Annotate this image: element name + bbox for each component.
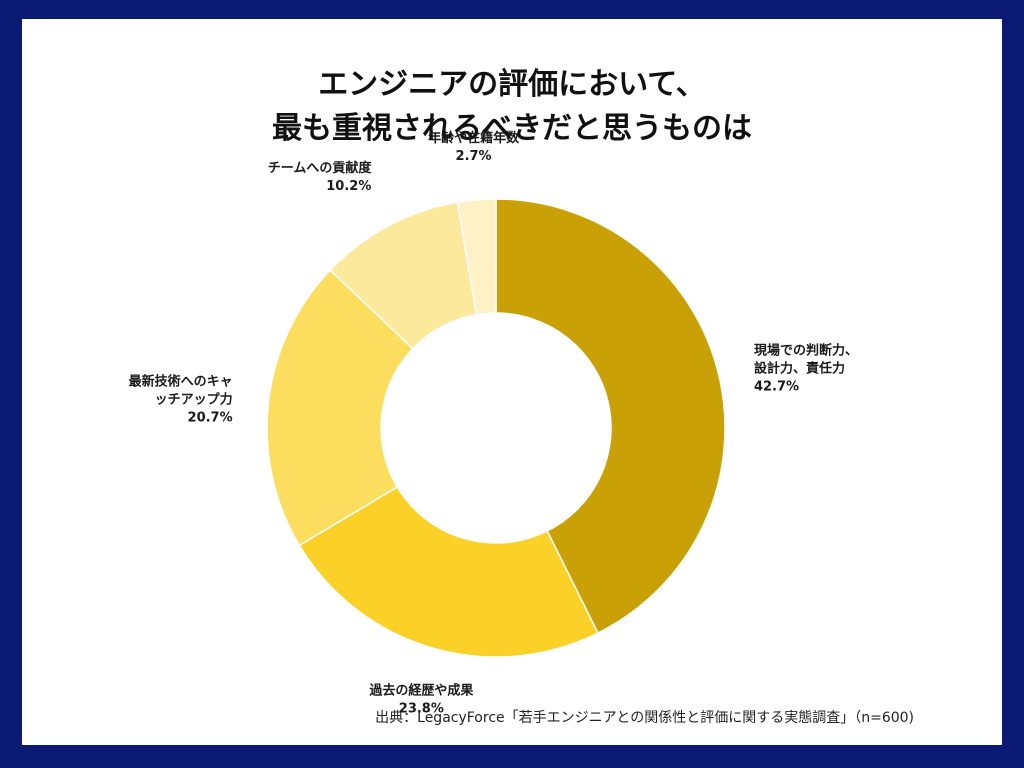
chart-title: エンジニアの評価において、 最も重視されるべきだと思うものは	[22, 63, 1002, 151]
slice-label-3: チームへの貢献度 10.2%	[268, 160, 373, 194]
slice-label-4: 年齢や在籍年数 2.7%	[428, 130, 520, 164]
slice-value-label-3: 10.2%	[326, 179, 371, 194]
slice-value-label-2: 20.7%	[188, 411, 233, 426]
chart-title-line-2: 最も重視されるべきだと思うものは	[272, 111, 752, 146]
slice-value-label-1: 23.8%	[399, 701, 444, 716]
slice-name-label-2: ッチアップ力	[155, 392, 233, 408]
donut-slice-0	[495, 198, 726, 635]
slice-label-1: 過去の経歴や成果 23.8%	[368, 682, 473, 716]
chart-title-line-1: エンジニアの評価において、	[318, 67, 706, 102]
source-note: 出典：LegacyForce「若手エンジニアとの関係性と評価に関する実態調査」（…	[375, 710, 914, 726]
slice-name-label-3: チームへの貢献度	[268, 160, 373, 176]
chart-card: エンジニアの評価において、 最も重視されるべきだと思うものは 現場での判断力、設…	[22, 19, 1002, 745]
slice-name-label-0: 現場での判断力、	[754, 342, 858, 358]
donut-slice-4	[456, 198, 497, 316]
donut-slice-2	[266, 268, 414, 547]
donut-chart: 現場での判断力、設計力、責任力 42.7% 過去の経歴や成果 23.8% 最新技術へのキ…	[129, 130, 858, 716]
slice-name-label-0: 設計力、責任力	[754, 360, 845, 376]
slice-value-label-0: 42.7%	[754, 379, 799, 394]
slice-label-0: 現場での判断力、設計力、責任力 42.7%	[754, 342, 858, 394]
slice-name-label-1: 過去の経歴や成果	[368, 682, 473, 698]
slice-name-label-4: 年齢や在籍年数	[428, 130, 520, 146]
donut-slice-1	[298, 485, 599, 658]
slice-name-label-2: 最新技術へのキャ	[129, 374, 233, 390]
slice-value-label-4: 2.7%	[456, 149, 492, 164]
